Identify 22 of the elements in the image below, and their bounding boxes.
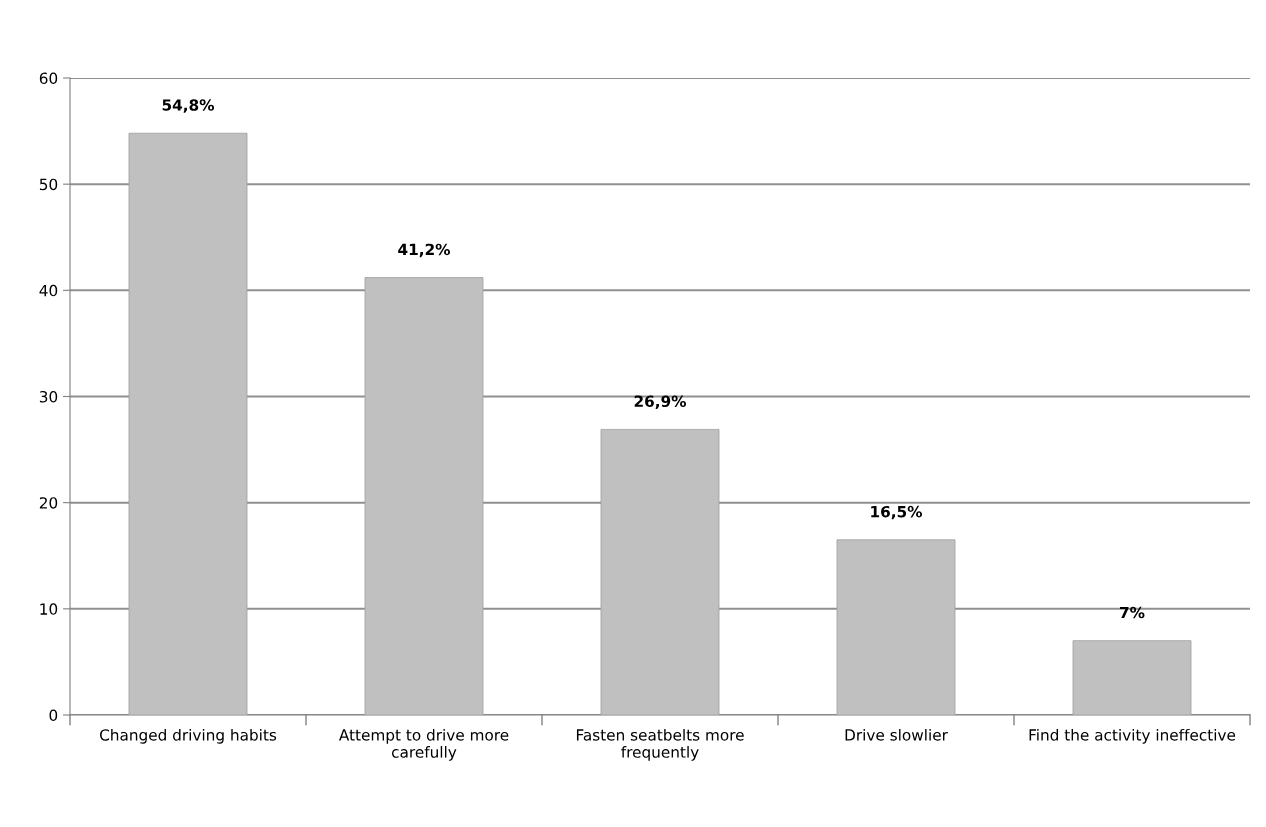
data-label: 7% (1120, 606, 1145, 619)
bar (1072, 640, 1192, 715)
y-tick-label: 30 (39, 390, 58, 403)
x-tick-label: Attempt to drive more carefully (338, 728, 509, 761)
bar (128, 132, 248, 715)
data-label: 41,2% (398, 243, 451, 258)
bar (364, 277, 484, 715)
y-tick-label: 10 (40, 603, 58, 615)
y-tick-label: 20 (39, 497, 58, 509)
y-tick-label: 40 (39, 284, 58, 297)
data-label: 16,5% (871, 505, 923, 520)
y-tick-label: 50 (39, 178, 58, 191)
x-tick-label: Drive slowlier (845, 728, 948, 741)
x-tick-label: Find the activity ineffective (1029, 728, 1236, 744)
data-label: 54,8% (162, 99, 215, 113)
x-tick-label: Changed driving habits (99, 728, 277, 744)
y-tick-label: 60 (39, 72, 58, 85)
bar (600, 428, 720, 715)
x-tick-label: Fasten seatbelts more frequently (576, 728, 744, 761)
bar (836, 539, 956, 715)
data-label: 26,9% (634, 395, 687, 409)
y-tick-label: 0 (49, 709, 58, 722)
